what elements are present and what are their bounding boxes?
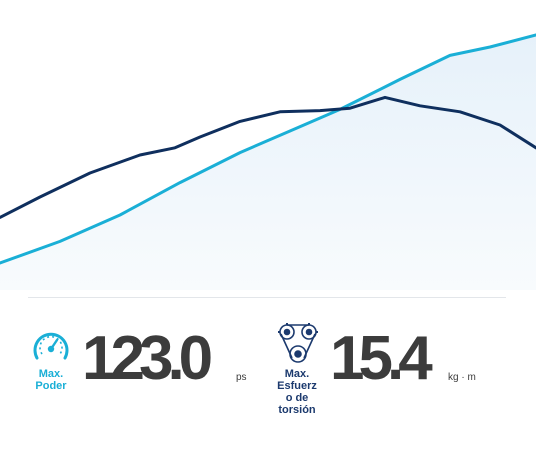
max-torque-label: Max. Esfuerz o de torsión (277, 368, 317, 416)
engine-gears-icon (278, 323, 318, 363)
max-power-value: 123.0 (82, 324, 213, 393)
max-torque-unit: kg · m (448, 372, 476, 383)
chart-area-fill (0, 35, 536, 290)
chart-line-torque (0, 95, 536, 219)
performance-chart (0, 33, 536, 290)
divider (28, 297, 506, 298)
max-power-unit: ps (236, 372, 247, 383)
max-torque-value: 15.4 (330, 324, 433, 393)
chart-line-power (0, 33, 536, 265)
max-power-label: Max. Poder (35, 368, 67, 392)
speedometer-icon (33, 332, 69, 360)
